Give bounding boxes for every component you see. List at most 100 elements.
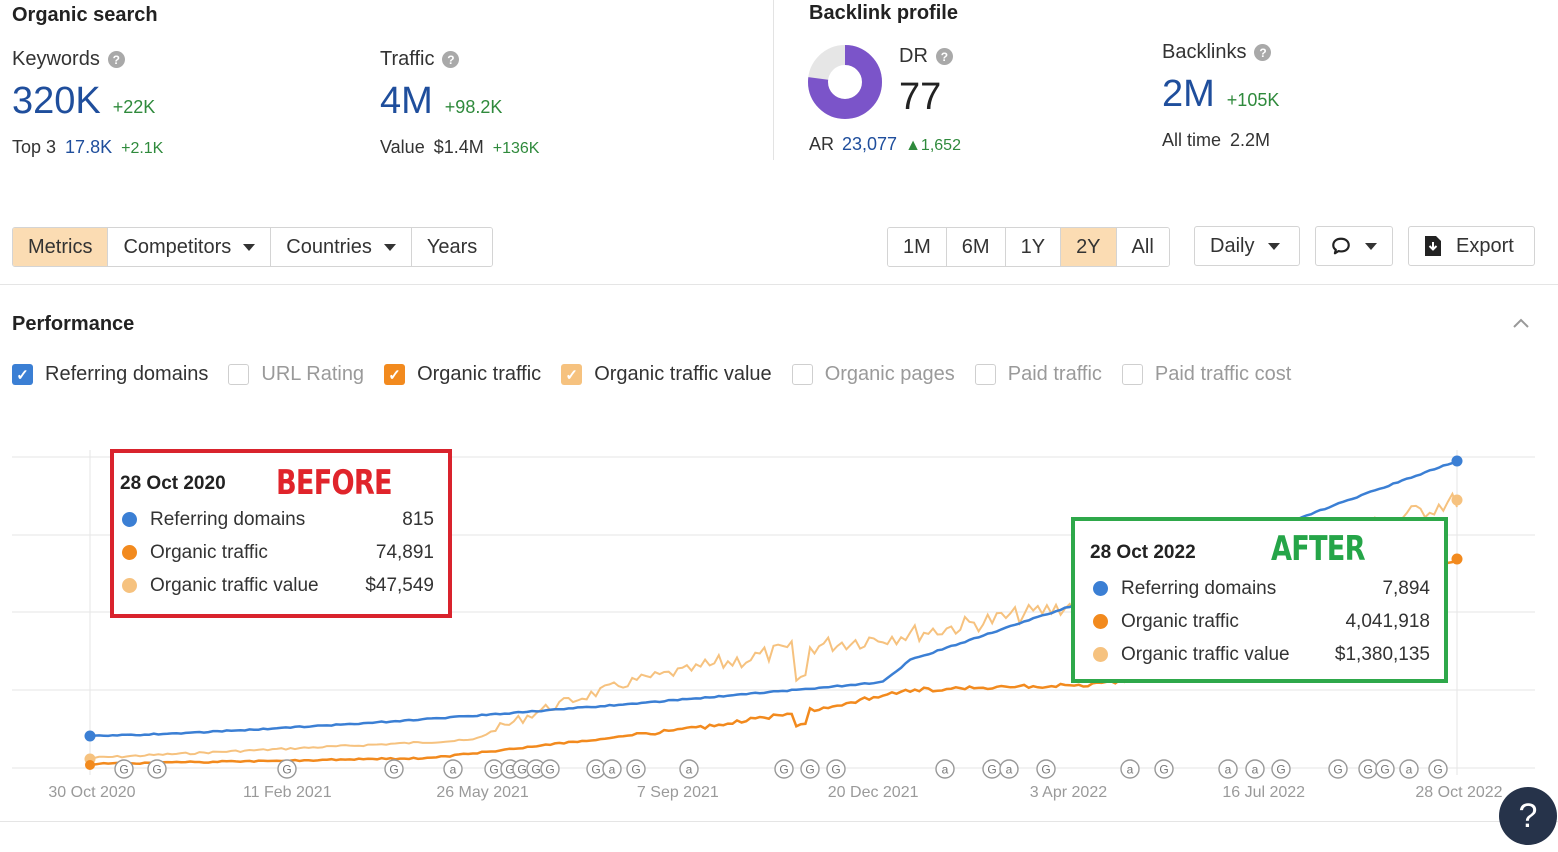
data-point-referring-domains-end (1451, 455, 1463, 467)
checkbox-icon[interactable] (228, 364, 250, 385)
tab-metrics-label: Metrics (28, 235, 93, 258)
range-selector: 1M 6M 1Y 2Y All (887, 227, 1170, 267)
annotation-marker (1245, 759, 1265, 779)
range-2y-label: 2Y (1076, 235, 1101, 258)
metric-toggle[interactable]: Organic pages (791, 363, 955, 386)
keywords-label-text: Keywords (12, 48, 100, 70)
dr-donut-chart (808, 45, 882, 119)
annotation-marker-label: G (489, 763, 498, 777)
x-tick-label: 20 Dec 2021 (828, 784, 919, 801)
tooltip-after-date: 28 Oct 2022 (1090, 542, 1196, 563)
annotation-marker (602, 759, 622, 779)
all-time-value: 2.2M (1230, 130, 1271, 150)
tooltip-after-rows: Referring domains 7,894 Organic traffic 4,… (1093, 572, 1430, 671)
granularity-dropdown[interactable]: Daily (1194, 226, 1300, 266)
annotation-marker (540, 759, 560, 779)
annotation-marker-label: a (609, 763, 616, 777)
help-icon[interactable]: ? (1254, 44, 1272, 61)
help-button[interactable]: ? (1499, 787, 1557, 845)
row-name: Referring domains (1121, 577, 1277, 599)
annotation-marker (147, 759, 167, 779)
dr-label: DR ? (899, 45, 953, 68)
range-6m[interactable]: 6M (946, 228, 1006, 266)
annotation-marker (626, 759, 646, 779)
help-icon[interactable]: ? (442, 51, 460, 68)
metric-toggle[interactable]: ✓ Organic traffic (384, 363, 541, 386)
range-1m[interactable]: 1M (888, 228, 947, 266)
range-all[interactable]: All (1116, 228, 1169, 266)
backlinks-value-row: 2M +105K (1162, 73, 1279, 116)
chevron-up-icon[interactable] (1512, 314, 1530, 332)
help-icon[interactable]: ? (935, 48, 953, 65)
range-2y[interactable]: 2Y (1061, 228, 1117, 266)
annotation-marker-label: G (389, 763, 398, 777)
annotation-marker-label: G (152, 763, 161, 777)
traffic-value[interactable]: 4M (380, 80, 433, 122)
range-1y[interactable]: 1Y (1005, 228, 1062, 266)
metric-toggle[interactable]: Paid traffic cost (1121, 363, 1291, 386)
help-icon[interactable]: ? (107, 51, 125, 68)
chevron-down-icon (383, 243, 396, 251)
range-1y-label: 1Y (1020, 235, 1046, 258)
keywords-value-row: 320K +22K (12, 80, 155, 123)
export-button[interactable]: Export (1408, 226, 1535, 266)
annotation-marker-label: G (1380, 763, 1389, 777)
all-time-label: All time (1162, 130, 1222, 150)
annotation-marker (443, 759, 463, 779)
granularity-label: Daily (1210, 234, 1255, 257)
annotation-marker (1218, 759, 1238, 779)
dr-donut-fill (808, 45, 882, 119)
metric-toggle[interactable]: URL Rating (228, 363, 364, 386)
backlinks-value[interactable]: 2M (1162, 73, 1215, 115)
checkbox-checked-icon[interactable]: ✓ (12, 364, 33, 385)
ar-delta: ▲1,652 (905, 137, 961, 155)
data-point-referring-domains-start (84, 730, 96, 742)
annotation-marker-label: a (1006, 763, 1013, 777)
metric-toggle-label: URL Rating (261, 363, 365, 385)
keywords-value[interactable]: 320K (12, 80, 101, 122)
x-tick-label: 30 Oct 2020 (48, 784, 135, 801)
annotation-marker (277, 759, 297, 779)
ar-value[interactable]: 23,077 (842, 134, 898, 154)
chevron-down-icon (1268, 242, 1281, 250)
tooltip-before-rows: Referring domains 815 Organic traffic 74,8… (122, 503, 434, 602)
tooltip-after-tag: AFTER (1271, 529, 1366, 569)
comment-icon (1332, 237, 1350, 255)
tab-countries[interactable]: Countries (271, 228, 412, 266)
row-name: Organic traffic value (150, 574, 319, 596)
annotation-marker (1399, 759, 1419, 779)
performance-chart[interactable]: 30 Oct 2020 11 Feb 2021 26 May 2021 7 Sep 2… (0, 420, 1558, 810)
checkbox-checked-icon[interactable]: ✓ (561, 364, 583, 385)
annotation-marker-label: G (531, 763, 540, 777)
annotation-marker (114, 759, 134, 779)
metric-toggle[interactable]: Paid traffic (974, 363, 1102, 386)
annotations-dropdown[interactable] (1315, 226, 1393, 266)
traffic-value-row: 4M +98.2K (380, 80, 502, 123)
data-point-organic-traffic-end (1451, 553, 1463, 565)
view-tabs: Metrics Competitors Countries Years (12, 227, 494, 267)
checkbox-icon[interactable] (974, 364, 996, 385)
annotation-marker-label: a (1127, 763, 1134, 777)
tab-years[interactable]: Years (411, 228, 493, 266)
annotation-marker (1036, 759, 1056, 779)
metric-toggle[interactable]: ✓ Organic traffic value (561, 363, 772, 386)
top3-delta: +2.1K (121, 140, 164, 157)
row-name: Organic traffic value (1121, 643, 1290, 665)
checkbox-icon[interactable] (791, 364, 813, 385)
ar-delta-value: 1,652 (920, 137, 961, 154)
tooltip-before-tag: BEFORE (276, 463, 393, 503)
range-1m-label: 1M (903, 235, 931, 258)
section-divider (773, 0, 774, 160)
annotation-marker-label: G (805, 763, 814, 777)
metric-toggle[interactable]: ✓ Referring domains (12, 363, 208, 386)
top3-value[interactable]: 17.8K (65, 137, 113, 157)
checkbox-checked-icon[interactable]: ✓ (384, 364, 406, 385)
range-6m-label: 6M (961, 235, 990, 258)
annotation-marker (1271, 759, 1291, 779)
tab-competitors[interactable]: Competitors (108, 228, 272, 266)
backlinks-label: Backlinks ? (1162, 41, 1272, 64)
tab-metrics[interactable]: Metrics (13, 228, 109, 266)
annotation-marker-label: G (631, 763, 640, 777)
series-dot (1093, 614, 1108, 629)
checkbox-icon[interactable] (1121, 364, 1143, 385)
